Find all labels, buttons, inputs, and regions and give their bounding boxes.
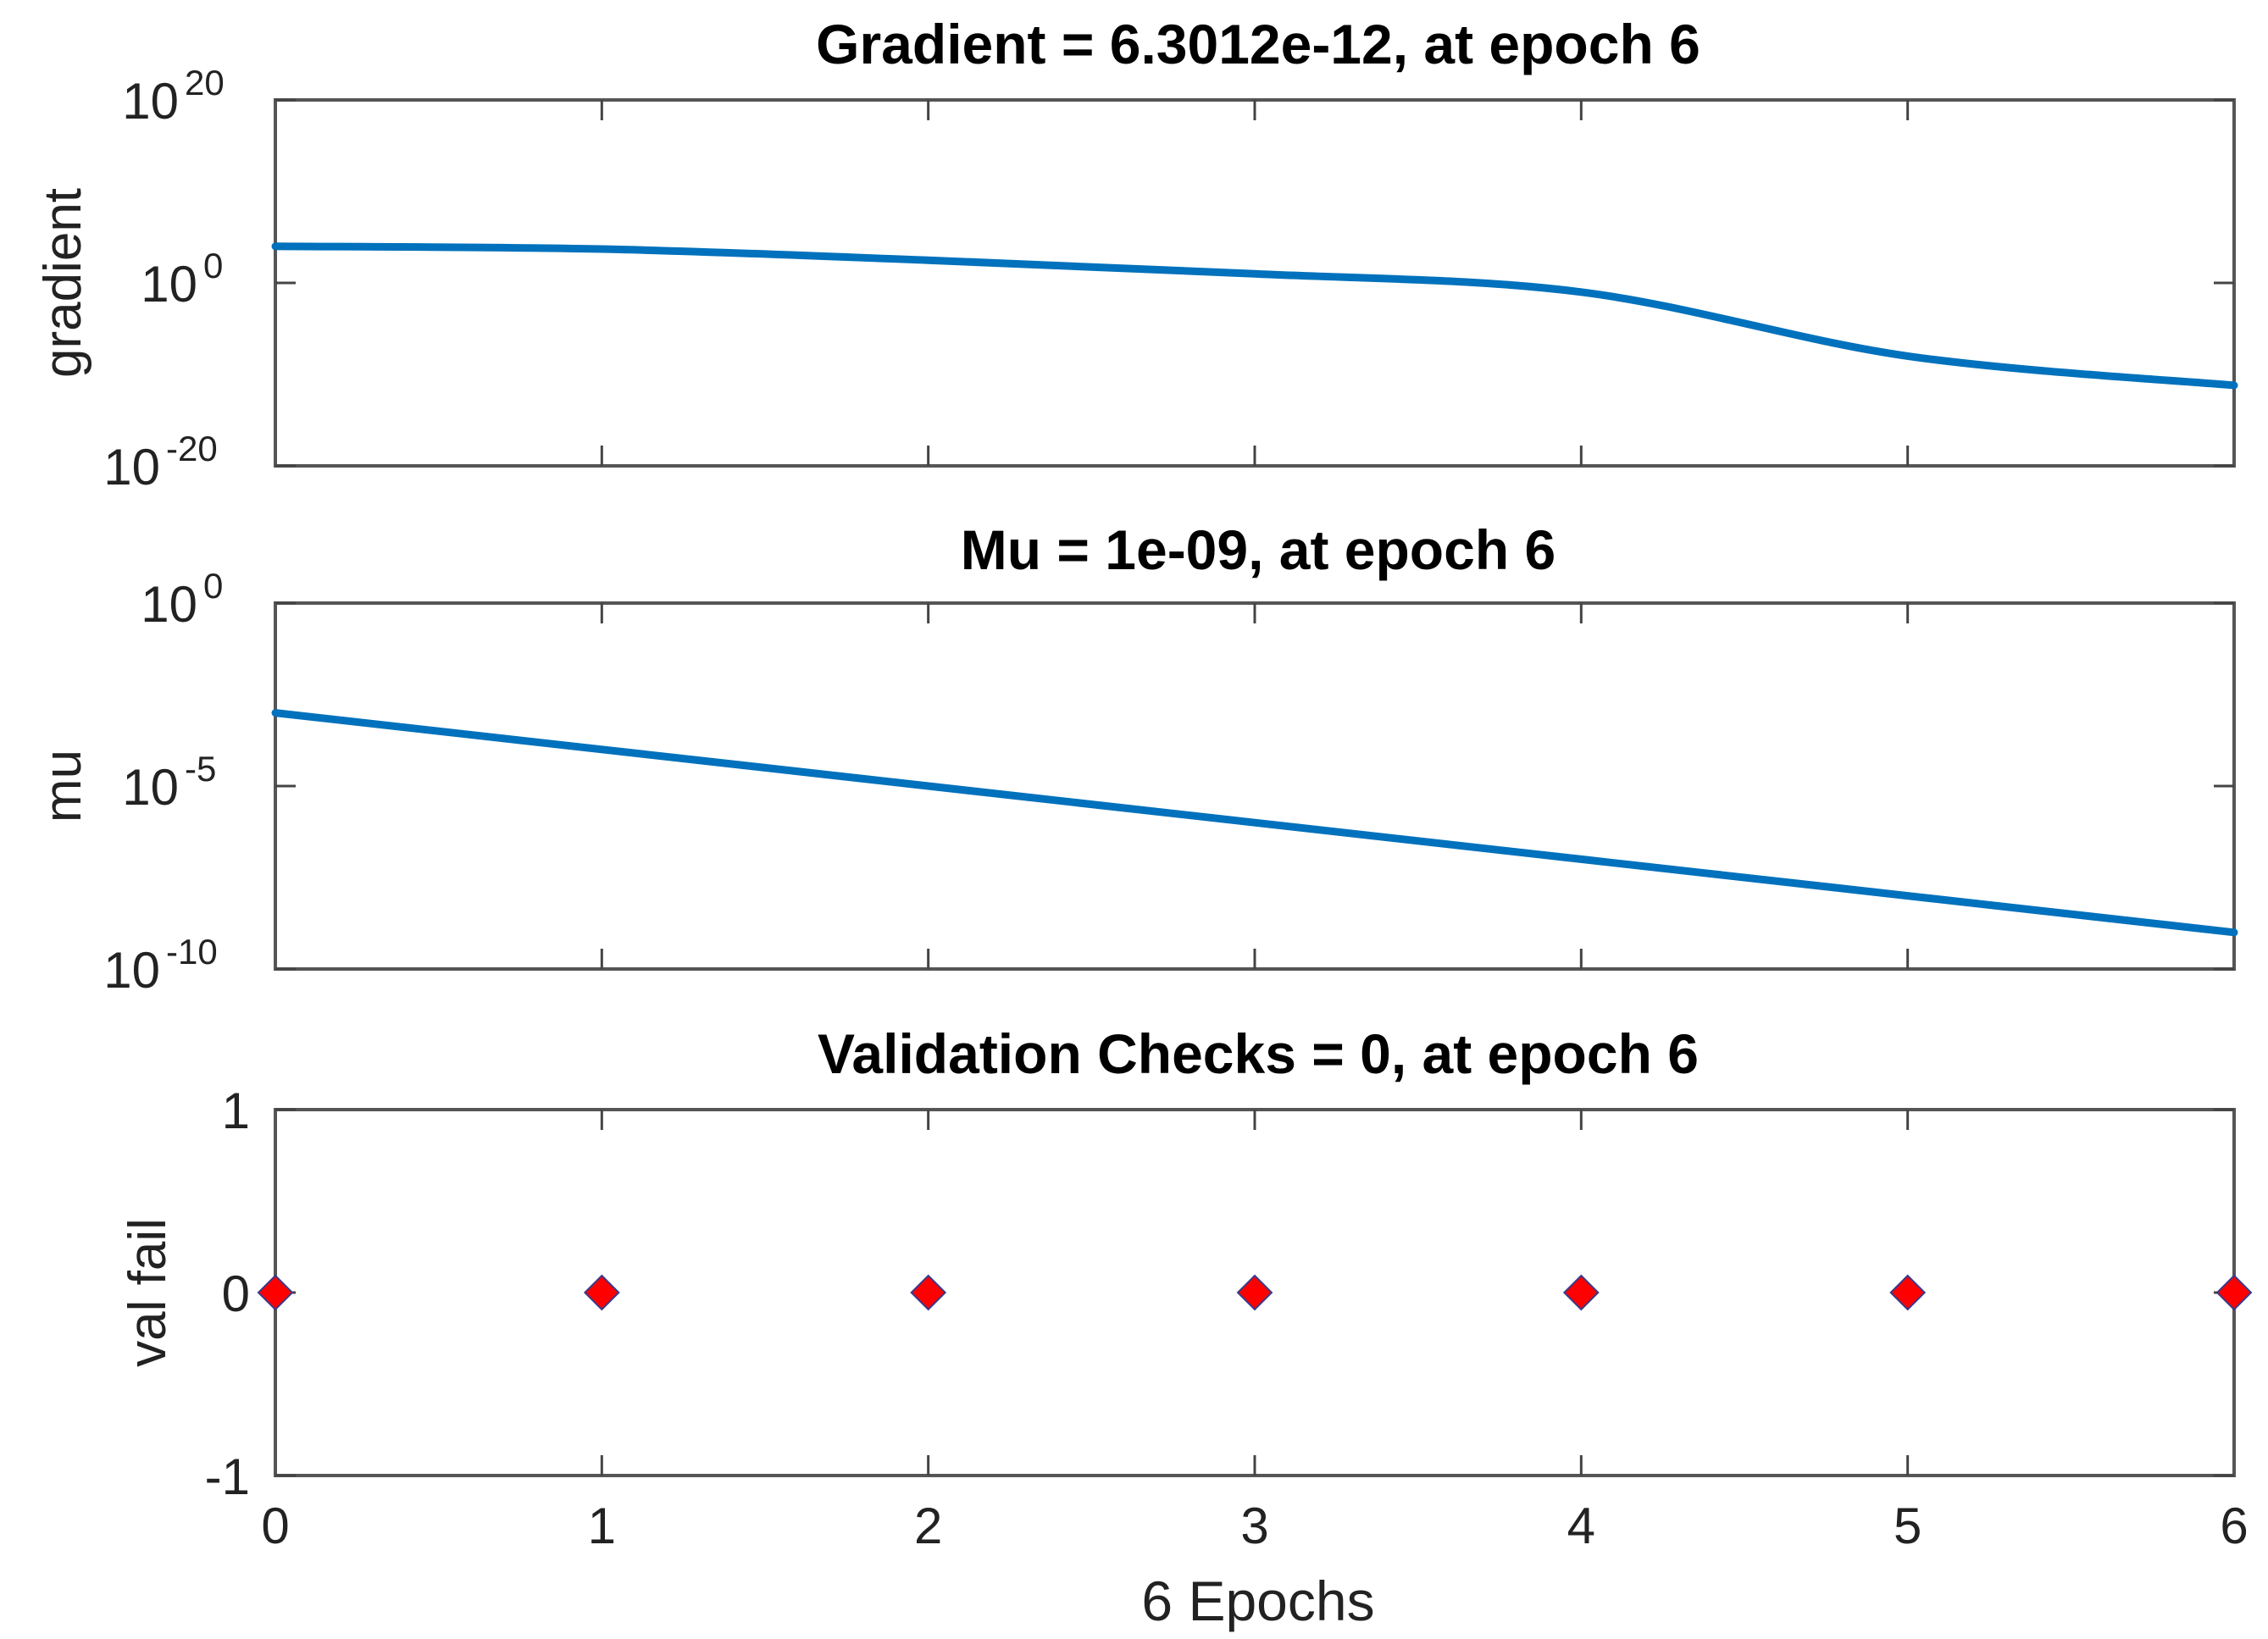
y-tick-exponent: -20 xyxy=(166,429,218,468)
mu-title: Mu = 1e-09, at epoch 6 xyxy=(961,518,1555,581)
y-tick-label: 10 xyxy=(122,759,179,816)
val-fail-marker xyxy=(583,1274,620,1311)
x-tick-label: 4 xyxy=(1567,1498,1595,1554)
validation-x-tickmarks xyxy=(600,1110,1910,1476)
validation-panel: Validation Checks = 0, at epoch 6 val fa… xyxy=(119,1022,2253,1632)
y-tick-exponent: -10 xyxy=(166,932,218,972)
y-tick-label: -1 xyxy=(205,1448,250,1505)
val-fail-marker xyxy=(910,1274,947,1311)
x-tick-labels: 0 1 2 3 4 5 6 xyxy=(261,1498,2248,1554)
y-tick-label: 10 xyxy=(141,256,197,313)
gradient-title: Gradient = 6.3012e-12, at epoch 6 xyxy=(816,13,1700,75)
x-tick-label: 5 xyxy=(1894,1498,1921,1554)
val-fail-marker xyxy=(1236,1274,1273,1311)
validation-series xyxy=(257,1274,2253,1311)
mu-line xyxy=(271,709,2238,937)
x-tick-label: 0 xyxy=(261,1498,289,1554)
val-fail-marker xyxy=(2215,1274,2253,1311)
x-tick-label: 6 xyxy=(2220,1498,2248,1554)
y-tick-label: 0 xyxy=(222,1265,250,1322)
val-fail-marker xyxy=(1562,1274,1600,1311)
mu-x-tickmarks xyxy=(600,603,1910,969)
y-tick-label: 10 xyxy=(103,439,160,496)
val-fail-marker xyxy=(257,1274,294,1311)
x-tick-label: 1 xyxy=(588,1498,616,1554)
x-tick-label: 2 xyxy=(914,1498,942,1554)
x-tick-label: 3 xyxy=(1240,1498,1268,1554)
gradient-axes xyxy=(274,98,2236,468)
gradient-panel: Gradient = 6.3012e-12, at epoch 6 gradie… xyxy=(34,13,2238,496)
y-tick-exponent: 0 xyxy=(203,566,223,606)
y-tick-exponent: 20 xyxy=(185,63,225,102)
mu-axes xyxy=(274,601,2236,971)
y-tick-label: 10 xyxy=(141,576,197,633)
y-tick-exponent: 0 xyxy=(203,246,223,285)
mu-series xyxy=(271,709,2238,937)
gradient-series xyxy=(271,242,2238,390)
gradient-y-label: gradient xyxy=(34,188,92,378)
val-fail-marker xyxy=(1889,1274,1927,1311)
y-tick-exponent: -5 xyxy=(185,749,216,789)
y-tick-label: 10 xyxy=(103,942,160,999)
x-axis-label: 6 Epochs xyxy=(1141,1570,1374,1632)
y-tick-label: 1 xyxy=(222,1083,250,1139)
y-tick-label: 10 xyxy=(122,73,179,130)
mu-y-label: mu xyxy=(34,750,92,822)
gradient-line xyxy=(271,242,2238,390)
gradient-x-tickmarks xyxy=(600,100,1910,466)
validation-y-ticks: 1 0 -1 xyxy=(205,1083,2234,1505)
validation-title: Validation Checks = 0, at epoch 6 xyxy=(818,1022,1699,1085)
validation-y-label: val fail xyxy=(119,1218,177,1367)
